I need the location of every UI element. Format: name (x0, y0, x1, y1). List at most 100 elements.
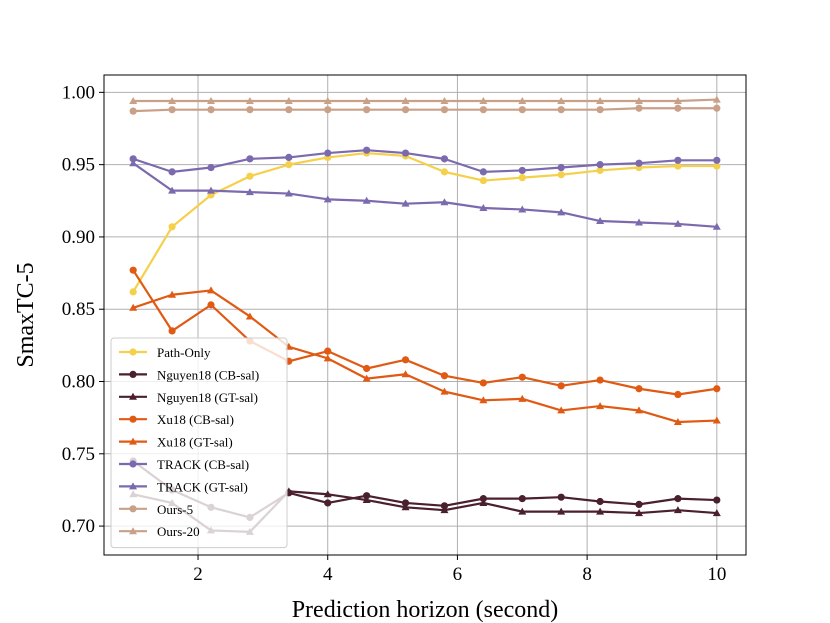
data-point-nguyen18-cb-sal (635, 500, 643, 508)
data-point-track-gt-sal (518, 205, 527, 213)
x-tick-label: 2 (193, 564, 203, 585)
y-axis-label: SmaxTC-5 (13, 262, 39, 367)
series-line-path-only (132, 151, 717, 293)
data-point-track-cb-sal (557, 163, 565, 172)
data-point-ours-5 (246, 106, 254, 114)
data-point-ours-20 (401, 97, 410, 105)
data-point-track-gt-sal (284, 189, 293, 197)
data-point-xu18-gt-sal (401, 370, 410, 378)
series-track-cb-sal (129, 146, 721, 176)
y-tick-label: 0.80 (62, 372, 95, 393)
data-point-ours-5 (518, 106, 526, 114)
data-point-ours-5 (440, 106, 449, 114)
data-point-xu18-cb-sal (363, 364, 371, 373)
data-point-xu18-cb-sal (713, 385, 721, 393)
data-point-ours-20 (323, 97, 332, 105)
x-axis-label: Prediction horizon (second) (292, 597, 559, 623)
data-point-ours-20 (518, 97, 527, 105)
data-point-nguyen18-gt-sal (401, 503, 410, 511)
data-point-track-cb-sal (635, 159, 643, 167)
y-tick-label: 1.00 (62, 82, 95, 103)
data-point-nguyen18-gt-sal (440, 506, 449, 514)
data-point-nguyen18-gt-sal (518, 507, 527, 515)
data-point-nguyen18-cb-sal (363, 492, 371, 500)
data-point-xu18-gt-sal (245, 312, 254, 320)
legend-label: Ours-20 (157, 524, 200, 539)
data-point-xu18-cb-sal (479, 379, 487, 387)
y-tick-label: 0.85 (62, 299, 95, 320)
data-point-track-gt-sal (712, 222, 721, 230)
legend-item: Nguyen18 (GT-sal) (119, 390, 258, 405)
data-point-track-cb-sal (674, 156, 682, 164)
data-point-ours-5 (557, 106, 565, 114)
data-point-path-only (596, 166, 604, 175)
data-point-nguyen18-cb-sal (324, 499, 332, 507)
data-point-ours-20 (207, 97, 215, 105)
data-point-ours-5 (363, 106, 371, 114)
data-point-xu18-cb-sal (440, 372, 449, 380)
data-point-track-cb-sal (401, 149, 410, 157)
legend-label: Nguyen18 (GT-sal) (157, 390, 258, 405)
legend: Path-Only Nguyen18 (CB-sal) Nguyen18 (GT-s… (110, 337, 288, 549)
data-point-ours-5 (713, 104, 721, 112)
data-point-track-gt-sal (245, 188, 254, 196)
data-point-nguyen18-cb-sal (674, 495, 682, 503)
y-tick-label: 0.75 (62, 444, 95, 465)
data-point-xu18-gt-sal (712, 416, 721, 424)
data-point-nguyen18-gt-sal (557, 507, 566, 515)
legend-label: TRACK (CB-sal) (157, 457, 249, 472)
data-point-xu18-gt-sal (635, 406, 643, 414)
data-point-path-only (246, 172, 254, 180)
legend-swatch-marker (129, 415, 137, 423)
series-layer (129, 95, 721, 535)
legend-swatch-marker (129, 348, 137, 356)
data-point-xu18-cb-sal (324, 347, 332, 355)
series-line-xu18-gt-sal (132, 289, 717, 424)
series-xu18-gt-sal (129, 286, 721, 425)
series-ours-20 (129, 95, 721, 105)
data-point-xu18-cb-sal (401, 356, 410, 364)
data-point-path-only (557, 171, 565, 179)
data-point-track-cb-sal (440, 155, 449, 163)
data-point-xu18-gt-sal (596, 402, 605, 410)
data-point-track-gt-sal (323, 195, 332, 203)
data-point-track-gt-sal (362, 196, 371, 204)
series-line-xu18-cb-sal (132, 269, 717, 396)
legend-item: Ours-5 (119, 502, 193, 517)
data-point-xu18-cb-sal (557, 382, 565, 390)
data-point-xu18-cb-sal (168, 327, 176, 335)
data-point-path-only (285, 161, 293, 169)
legend-swatch-marker (129, 437, 137, 445)
data-point-ours-5 (674, 104, 682, 112)
data-point-path-only (674, 162, 682, 170)
data-point-track-cb-sal (713, 156, 721, 164)
data-point-track-gt-sal (401, 199, 410, 207)
data-point-path-only (713, 162, 721, 170)
legend-item: Ours-20 (119, 524, 200, 539)
data-point-xu18-gt-sal (440, 387, 449, 395)
data-point-ours-20 (596, 97, 605, 105)
legend-label: Xu18 (GT-sal) (157, 435, 233, 450)
data-point-xu18-cb-sal (207, 301, 215, 309)
data-point-nguyen18-cb-sal (713, 496, 721, 504)
data-point-nguyen18-cb-sal (440, 502, 449, 510)
data-point-track-cb-sal (596, 161, 604, 169)
data-point-ours-5 (635, 104, 643, 112)
data-point-ours-5 (168, 106, 176, 114)
data-point-ours-20 (284, 97, 293, 105)
legend-item: TRACK (GT-sal) (119, 479, 248, 494)
data-point-track-gt-sal (557, 208, 566, 216)
x-tick-label: 8 (582, 564, 592, 585)
data-point-track-cb-sal (285, 153, 293, 162)
legend-box (110, 337, 288, 549)
data-point-track-gt-sal (673, 219, 682, 227)
series-ours-5 (129, 104, 721, 115)
data-point-ours-20 (712, 95, 721, 103)
data-point-ours-20 (635, 97, 643, 105)
data-point-path-only (518, 174, 526, 182)
legend-item: Nguyen18 (CB-sal) (119, 367, 259, 382)
data-point-ours-5 (401, 106, 410, 114)
data-point-ours-5 (324, 106, 332, 114)
data-point-nguyen18-gt-sal (362, 496, 371, 504)
